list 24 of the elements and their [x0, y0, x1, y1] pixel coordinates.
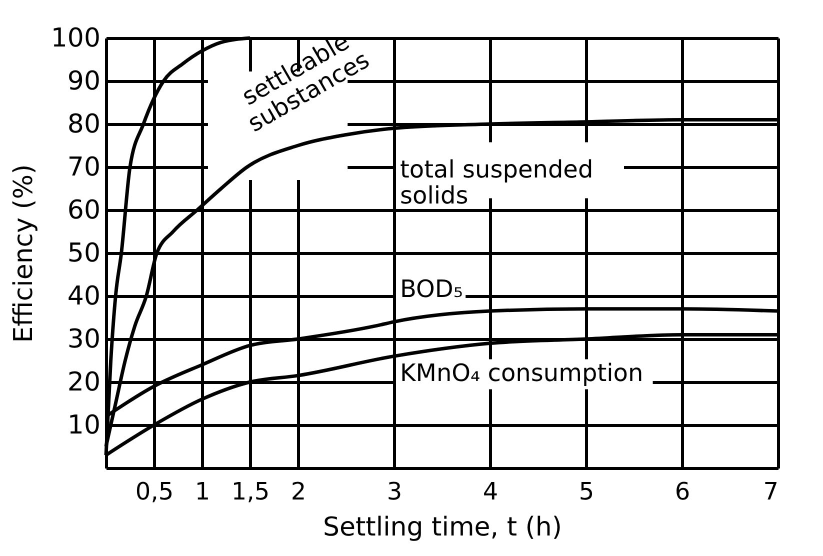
x-tick-label: 6 [674, 478, 690, 506]
x-tick-label: 2 [290, 478, 306, 506]
x-tick-label: 1,5 [231, 478, 270, 506]
x-tick-label: 3 [386, 478, 402, 506]
y-tick-label: 70 [67, 152, 100, 182]
y-tick-label: 40 [67, 282, 100, 312]
y-tick-label: 100 [50, 24, 100, 54]
x-tick-label: 7 [763, 478, 778, 506]
y-tick-label: 60 [67, 196, 100, 226]
y-tick-label: 10 [67, 410, 100, 440]
y-tick-label: 50 [67, 238, 100, 268]
series-label: total suspended solids [400, 155, 594, 210]
y-axis-title: Efficiency (%) [8, 164, 39, 343]
x-axis-title: Settling time, t (h) [322, 512, 562, 542]
series-label: KMnO₄ consumption [400, 359, 644, 388]
y-tick-label: 90 [67, 66, 100, 96]
x-tick-label: 4 [482, 478, 498, 506]
x-tick-label: 5 [578, 478, 594, 506]
series-label: BOD₅ [400, 274, 464, 303]
y-tick-label: 20 [67, 368, 100, 398]
x-tick-label: 0,5 [135, 478, 174, 506]
y-tick-label: 80 [67, 110, 100, 140]
x-tick-label: 1 [194, 478, 210, 506]
y-tick-label: 30 [67, 324, 100, 354]
